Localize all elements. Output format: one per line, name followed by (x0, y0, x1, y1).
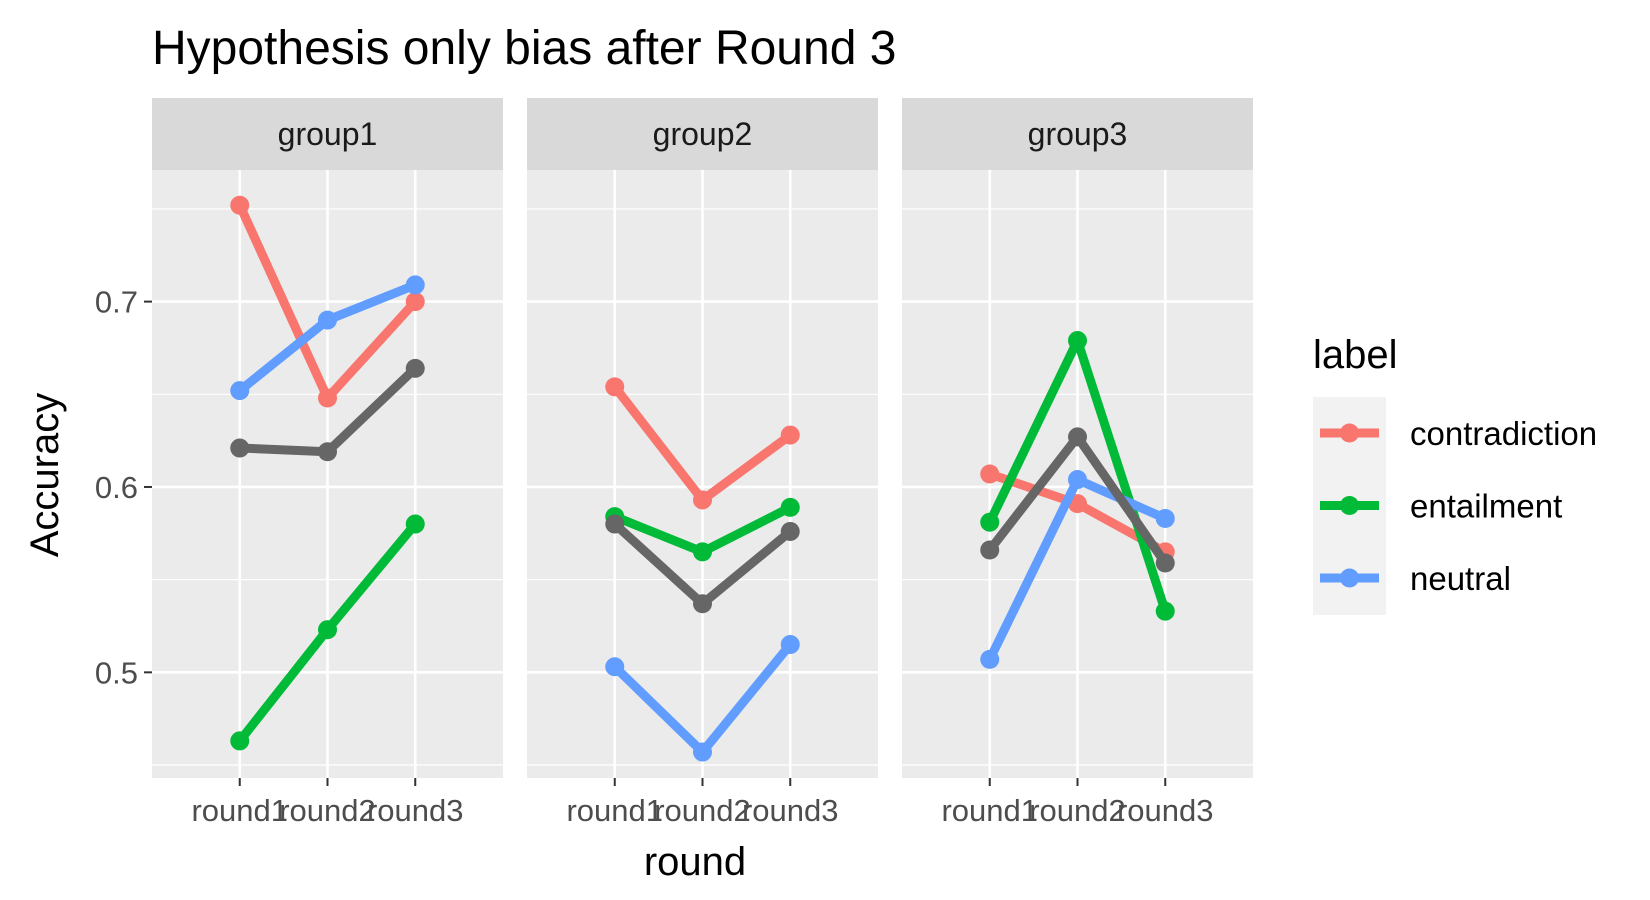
data-point-overall (405, 358, 425, 378)
data-point-entailment (1155, 601, 1175, 621)
x-axis-title: round (644, 840, 746, 884)
data-point-contradiction (980, 464, 1000, 484)
facet-strip-label: group2 (653, 116, 753, 152)
data-point-contradiction (780, 425, 800, 445)
data-point-overall (1068, 427, 1087, 447)
data-point-entailment (693, 542, 712, 562)
legend-entries: contradiction entailment neutral (1320, 415, 1597, 597)
legend-label: neutral (1410, 560, 1511, 597)
x-tick-label: round2 (654, 793, 751, 828)
x-tick-label: round3 (742, 793, 839, 828)
data-point-neutral (318, 310, 337, 330)
data-point-entailment (980, 512, 1000, 532)
legend-title: label (1313, 333, 1398, 377)
data-point-overall (605, 514, 625, 534)
legend-label: entailment (1410, 488, 1562, 525)
data-point-entailment (1068, 331, 1087, 351)
data-point-contradiction (318, 388, 337, 408)
y-tick-label: 0.5 (95, 655, 138, 690)
legend-item-neutral: neutral (1320, 560, 1511, 597)
x-tick-label: round1 (566, 793, 663, 828)
x-tick-label: round1 (191, 793, 288, 828)
legend-key-point (1340, 423, 1359, 443)
data-point-neutral (1068, 470, 1087, 490)
legend-label: contradiction (1410, 415, 1597, 452)
legend-key-point (1340, 568, 1359, 588)
data-point-entailment (318, 620, 337, 640)
data-point-entailment (230, 731, 250, 751)
data-point-overall (780, 521, 800, 541)
x-tick-label: round1 (941, 793, 1038, 828)
data-point-neutral (405, 275, 425, 295)
y-axis-title: Accuracy (23, 393, 67, 558)
data-point-neutral (230, 381, 250, 401)
x-tick-label: round3 (367, 793, 464, 828)
legend-item-contradiction: contradiction (1320, 415, 1597, 452)
data-point-entailment (405, 514, 425, 534)
data-point-overall (1155, 553, 1175, 573)
x-tick-label: round3 (1117, 793, 1214, 828)
data-point-neutral (780, 635, 800, 655)
chart-title: Hypothesis only bias after Round 3 (152, 22, 896, 75)
facet-strip-label: group3 (1028, 116, 1128, 152)
y-tick-label: 0.6 (95, 470, 138, 505)
x-tick-label: round2 (279, 793, 376, 828)
data-point-overall (318, 442, 337, 462)
facet-strip (527, 98, 878, 170)
data-point-neutral (1155, 508, 1175, 528)
data-point-contradiction (693, 490, 712, 510)
data-point-neutral (980, 649, 1000, 669)
data-point-overall (230, 438, 250, 458)
data-point-contradiction (605, 377, 625, 397)
legend: label contradiction entailment neutral (1313, 333, 1597, 615)
data-point-overall (980, 540, 1000, 560)
y-axis: 0.5 0.6 0.7 (95, 285, 152, 690)
data-point-neutral (693, 742, 712, 762)
data-point-neutral (605, 657, 625, 677)
data-point-entailment (780, 497, 800, 517)
data-point-contradiction (405, 292, 425, 312)
facet-strip (152, 98, 503, 170)
facet-panels: group1round1round2round3group2round1roun… (152, 98, 1253, 828)
legend-item-entailment: entailment (1320, 488, 1562, 525)
y-tick-label: 0.7 (95, 285, 138, 320)
facet-strip (902, 98, 1253, 170)
data-point-overall (693, 594, 712, 614)
data-point-contradiction (230, 195, 250, 215)
facet-strip-label: group1 (278, 116, 378, 152)
x-tick-label: round2 (1029, 793, 1126, 828)
legend-key-point (1340, 496, 1359, 515)
